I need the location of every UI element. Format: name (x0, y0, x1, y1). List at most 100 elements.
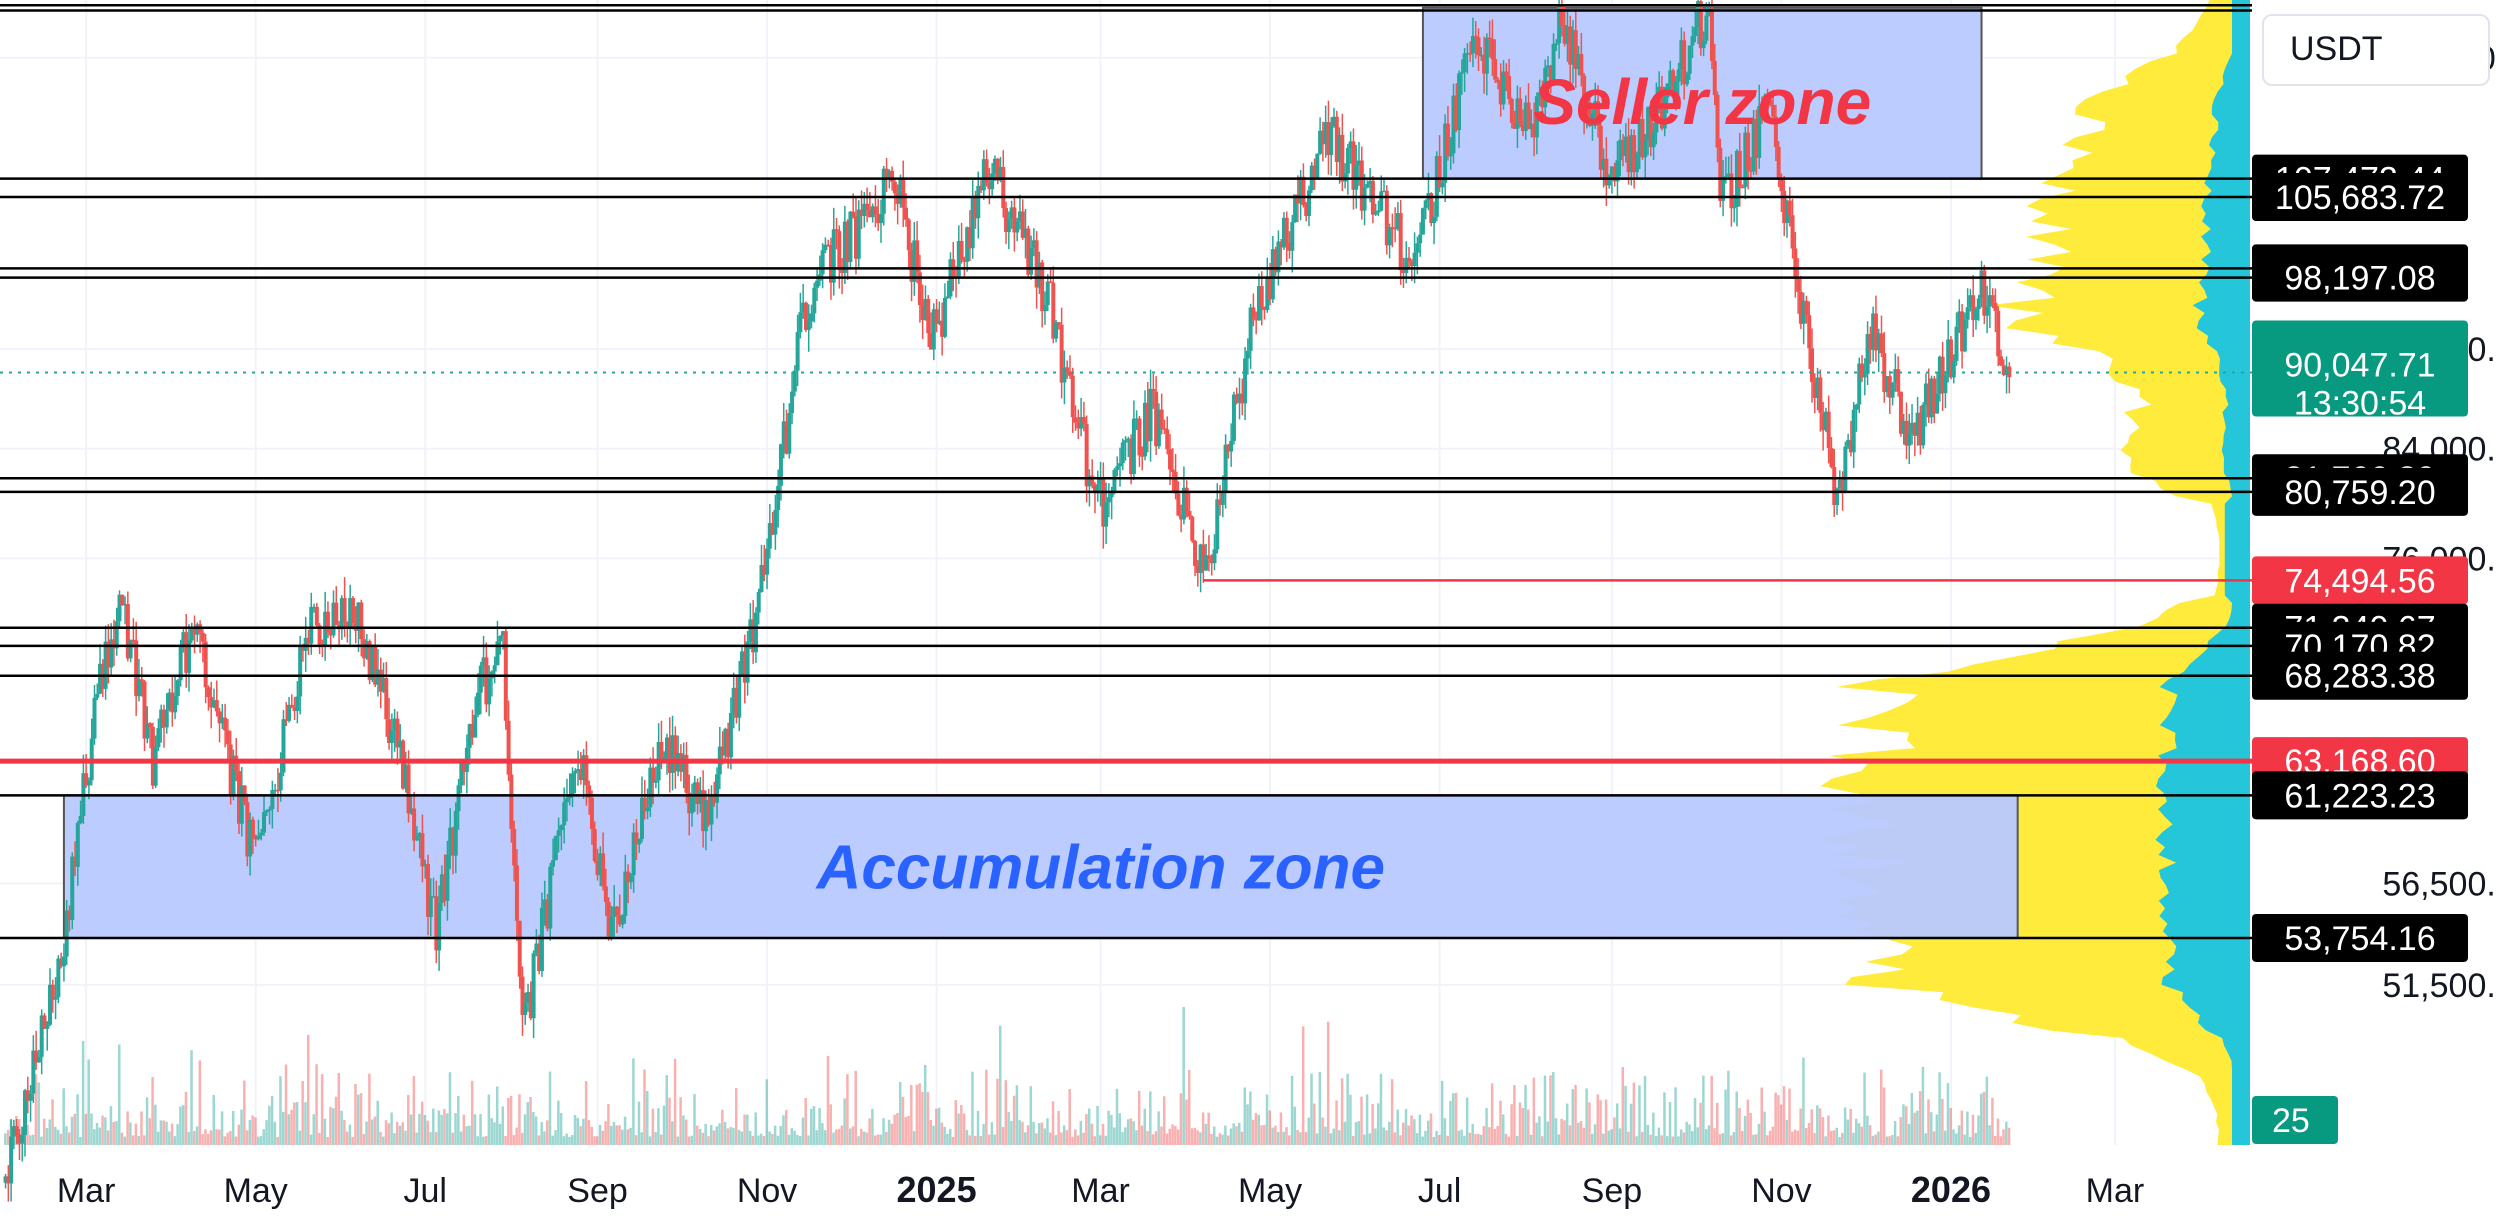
candle-body (534, 943, 539, 954)
volume-bar (354, 1083, 357, 1145)
candle-body (1329, 126, 1334, 156)
candle-body (367, 641, 372, 680)
candle-body (175, 680, 180, 696)
candle-body (1348, 141, 1353, 149)
candle-body (870, 206, 875, 218)
volume-bar (1010, 1120, 1013, 1145)
volume-bar (1179, 1093, 1183, 1145)
candle-body (23, 1090, 28, 1136)
candle-body (1337, 134, 1342, 162)
level-price-tag: 68,283.38 (2284, 658, 2435, 696)
volume-bar (1502, 1114, 1505, 1145)
volume-bar (1538, 1116, 1541, 1145)
candle-body (9, 1136, 14, 1184)
price-axis: 120,000.0092,000.0084,000.0076,000.0056,… (2252, 40, 2496, 1144)
candle-body (1054, 322, 1059, 339)
currency-selector[interactable]: USDT (2262, 14, 2490, 86)
volume-bar (1285, 1127, 1288, 1145)
volume-bar (1827, 1115, 1830, 1145)
volume-bar (1124, 1127, 1127, 1145)
candle-body (3, 1176, 8, 1183)
volume-bar (379, 1131, 382, 1145)
candle-body (1904, 420, 1909, 446)
volume-bar (712, 1130, 716, 1145)
volume-bar (318, 1132, 321, 1145)
volume-bar (390, 1112, 393, 1145)
volume-bar (84, 1113, 88, 1145)
volume-bar (1924, 1133, 1927, 1145)
candle-body (1137, 418, 1142, 456)
volume-bar (493, 1122, 496, 1145)
volume-bar (629, 1127, 632, 1145)
candle-body (1095, 484, 1100, 494)
volume-bar (1482, 1126, 1486, 1145)
volume-bar (1157, 1111, 1160, 1145)
candle-body (584, 755, 589, 786)
volume-bar (1421, 1136, 1424, 1145)
volume-bar (935, 1108, 938, 1145)
candle-body (1579, 53, 1584, 76)
volume-bar (370, 1119, 374, 1145)
volume-bar (1738, 1108, 1741, 1145)
candle-body (275, 789, 280, 792)
volume-bar (1151, 1134, 1155, 1145)
candle-body (1901, 420, 1906, 434)
volume-bar (320, 1074, 324, 1145)
candle-body (520, 976, 525, 1015)
candle-body (403, 764, 408, 789)
volume-bar (143, 1135, 146, 1145)
candle-body (1268, 276, 1273, 300)
candle-body (1112, 470, 1117, 493)
candle-body (1823, 411, 1828, 431)
volume-bar (659, 1134, 663, 1145)
volume-bar (604, 1121, 607, 1145)
volume-bar (401, 1122, 404, 1145)
candle-body (1757, 106, 1762, 158)
volume-bar (1785, 1119, 1788, 1145)
candle-body (128, 639, 133, 659)
volume-bar (1249, 1091, 1252, 1145)
volume-bar (1293, 1106, 1297, 1145)
volume-bar (1321, 1117, 1324, 1145)
volume-bar (1810, 1109, 1814, 1145)
volume-bar (1218, 1133, 1222, 1145)
candle-body (1584, 102, 1589, 117)
candle-body (1198, 544, 1203, 574)
seller-zone-box (1421, 6, 1983, 180)
volume-bar (1240, 1131, 1244, 1145)
volume-bar (1763, 1111, 1766, 1145)
volume-bar (1993, 1135, 1997, 1145)
candle-body (1218, 499, 1223, 505)
volume-bar (484, 1136, 488, 1145)
candle-body (509, 774, 514, 829)
candle-body (576, 769, 581, 771)
candle-body (109, 639, 114, 668)
volume-bar (115, 1121, 118, 1145)
candle-body (1256, 286, 1261, 321)
candle-body (1323, 122, 1328, 145)
candle-body (526, 992, 531, 1004)
candle-body (539, 907, 544, 972)
volume-bar (520, 1132, 524, 1145)
candle-body (1090, 475, 1095, 485)
candle-body (1042, 305, 1047, 312)
candle-body (1737, 150, 1742, 187)
candle-body (178, 646, 183, 681)
volume-bar (1910, 1092, 1914, 1145)
volume-bar (1268, 1110, 1272, 1145)
volume-bar (1866, 1115, 1869, 1145)
volume-bar (2005, 1121, 2008, 1145)
volume-bar (1446, 1135, 1449, 1145)
candle-body (542, 899, 547, 908)
volume-bar (1688, 1124, 1691, 1145)
candle-body (828, 245, 833, 283)
volume-bar (1966, 1111, 1969, 1145)
candle-body (325, 611, 330, 633)
volume-bar (810, 1108, 813, 1145)
volume-bar (1468, 1132, 1472, 1145)
candle-body (356, 602, 361, 631)
volume-bar (1602, 1133, 1605, 1145)
volume-bar (226, 1132, 229, 1145)
volume-bar (1507, 1136, 1511, 1145)
